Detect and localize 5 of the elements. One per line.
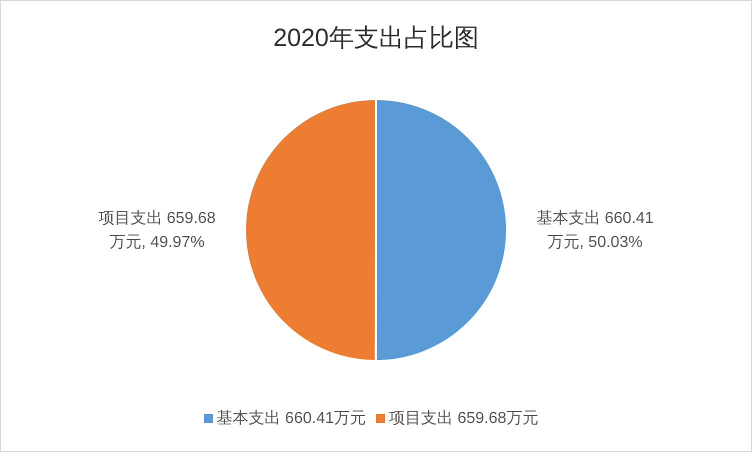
- legend-label: 项目支出 659.68万元: [389, 410, 538, 427]
- data-label: 项目支出 659.68 万元, 49.97%: [98, 208, 216, 250]
- legend-label: 基本支出 660.41万元: [216, 410, 366, 427]
- data-label: 基本支出 660.41 万元, 50.03%: [536, 208, 654, 251]
- chart-title: 2020年支出占比图: [272, 23, 480, 53]
